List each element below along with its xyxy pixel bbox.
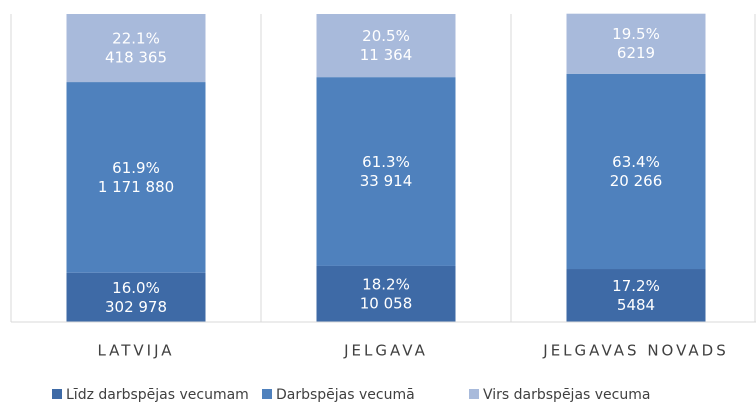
legend-label: Līdz darbspējas vecumam (66, 387, 249, 403)
count-label: 302 978 (105, 298, 167, 316)
data-label: 19.5% (612, 25, 660, 43)
legend-swatch (262, 389, 272, 399)
data-label: 18.2% (362, 275, 410, 293)
count-label: 5484 (617, 296, 655, 314)
count-label: 418 365 (105, 49, 167, 67)
x-tick-label: JELGAVA (343, 342, 428, 360)
bar-segment (566, 73, 706, 270)
count-label: 33 914 (360, 172, 413, 190)
bar-segment (66, 82, 206, 273)
count-label: 1 171 880 (98, 178, 174, 196)
data-label: 61.9% (112, 159, 160, 177)
count-label: 6219 (617, 44, 655, 62)
legend-swatch (52, 389, 62, 399)
bar-segment (316, 265, 456, 322)
data-label: 16.0% (112, 279, 160, 297)
x-tick-label: JELGAVAS NOVADS (542, 342, 728, 360)
count-label: 11 364 (360, 46, 413, 64)
bar-segment (566, 269, 706, 322)
data-label: 22.1% (112, 30, 160, 48)
bar-segment (66, 272, 206, 322)
data-label: 17.2% (612, 277, 660, 295)
x-tick-label: LATVIJA (97, 342, 174, 360)
legend-label: Virs darbspējas vecuma (483, 387, 650, 403)
legend-label: Darbspējas vecumā (276, 387, 415, 403)
data-label: 63.4% (612, 153, 660, 171)
data-label: 61.3% (362, 153, 410, 171)
data-label: 20.5% (362, 27, 410, 45)
count-label: 10 058 (360, 294, 413, 312)
count-label: 20 266 (610, 172, 663, 190)
bar-segment (316, 77, 456, 266)
bar-segment (566, 13, 706, 74)
legend-swatch (469, 389, 479, 399)
bar-segment (66, 14, 206, 83)
bar-segment (316, 14, 456, 78)
